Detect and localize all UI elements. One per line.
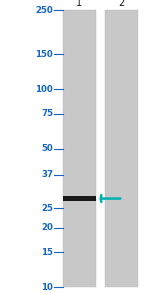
Text: 100: 100 — [36, 85, 53, 93]
Text: 10: 10 — [41, 283, 53, 292]
Bar — [105, 10, 138, 287]
Text: 37: 37 — [41, 170, 53, 179]
Text: 25: 25 — [41, 204, 53, 213]
Text: 150: 150 — [36, 50, 53, 59]
Text: 75: 75 — [41, 109, 53, 118]
Text: 2: 2 — [118, 0, 125, 8]
Text: 1: 1 — [76, 0, 82, 8]
Bar — [63, 196, 96, 201]
Bar — [63, 10, 96, 287]
Text: 50: 50 — [42, 144, 53, 153]
Text: 20: 20 — [41, 223, 53, 232]
Text: 250: 250 — [36, 6, 53, 15]
Text: 15: 15 — [41, 248, 53, 257]
